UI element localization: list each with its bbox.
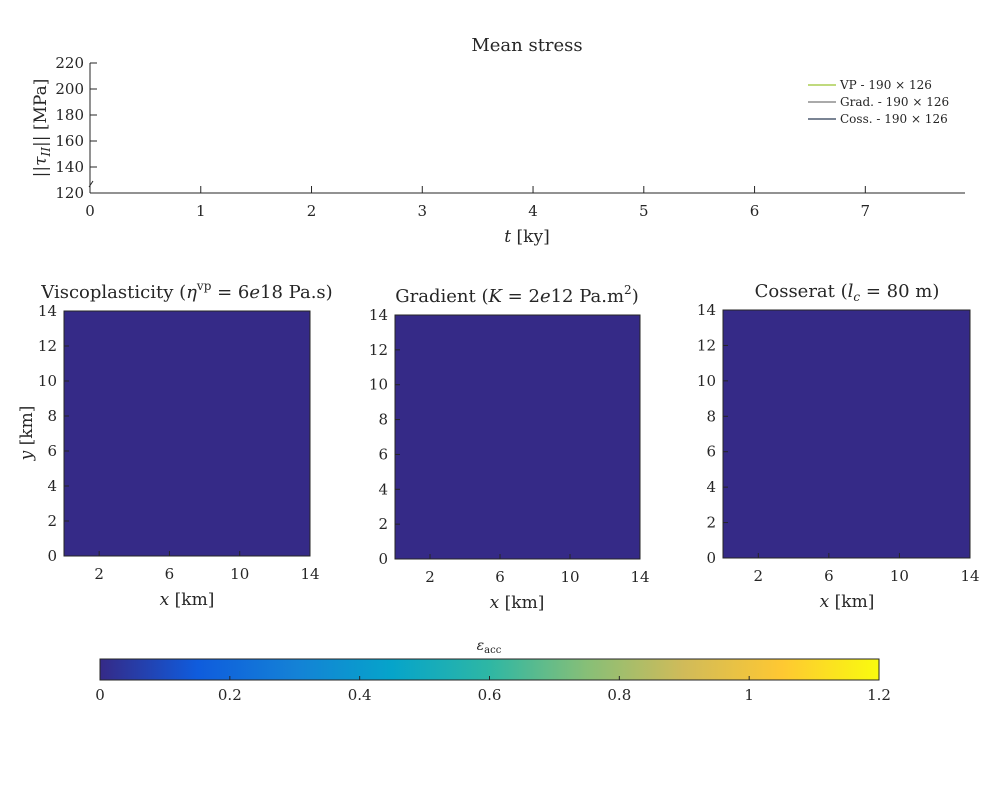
panel-y-tick-label: 8 — [47, 407, 57, 425]
panel-y-tick-label: 6 — [47, 442, 57, 460]
stress-plot-title: Mean stress — [471, 35, 582, 56]
legend-label-vp: VP - 190 × 126 — [839, 78, 932, 92]
panel-y-tick-label: 8 — [378, 411, 388, 429]
panel-y-tick-label: 12 — [697, 336, 716, 354]
panel-x-tick-label: 6 — [824, 567, 834, 585]
stress-x-tick-label: 4 — [528, 202, 538, 220]
panel-x-tick-label: 6 — [165, 565, 175, 583]
colorbar: εacc 0 0.2 0.4 0.6 0.8 1 1.2 — [95, 638, 891, 704]
panel-y-tick-label: 0 — [706, 549, 716, 567]
stress-y-tick-label: 200 — [55, 80, 84, 98]
panel-x-tick-label: 2 — [425, 568, 435, 586]
panel-y-tick-label: 4 — [706, 478, 716, 496]
panel-x-tick-label: 14 — [630, 568, 649, 586]
panel-x-tick-label: 14 — [300, 565, 319, 583]
panel-y-tick-label: 12 — [369, 341, 388, 359]
panel-y-tick-label: 14 — [369, 306, 388, 324]
panel-viscoplasticity-y-label: y [km] — [17, 406, 37, 462]
stress-x-tick-label: 7 — [861, 202, 871, 220]
panel-viscoplasticity-y-ticks: 0 2 4 6 8 10 12 14 — [38, 302, 69, 565]
colorbar-tick-label: 0.6 — [478, 686, 502, 704]
panel-viscoplasticity-x-label: x [km] — [160, 590, 215, 610]
panel-title-gradient: Gradient (K = 2e12 Pa.m2) — [395, 283, 638, 307]
panel-cosserat-y-ticks: 0 2 4 6 8 10 12 14 — [697, 301, 728, 567]
stress-x-tick-label: 6 — [750, 202, 760, 220]
panel-x-tick-label: 2 — [754, 567, 764, 585]
stress-x-tick-label: 5 — [639, 202, 649, 220]
stress-y-tick-label: 120 — [55, 184, 84, 202]
panel-y-tick-label: 2 — [378, 515, 388, 533]
panel-x-tick-label: 10 — [560, 568, 579, 586]
panel-x-tick-label: 10 — [230, 565, 249, 583]
panel-title-cosserat: Cosserat (lc = 80 m) — [755, 281, 940, 304]
panel-gradient-y-ticks: 0 2 4 6 8 10 12 14 — [369, 306, 400, 568]
strain-map-viscoplasticity — [63, 310, 311, 557]
stress-x-tick-label: 0 — [85, 202, 95, 220]
colorbar-tick-label: 0.8 — [607, 686, 631, 704]
colorbar-tick-label: 0 — [95, 686, 105, 704]
stress-x-tick-label: 3 — [418, 202, 428, 220]
panel-viscoplasticity: Viscoplasticity (ηvp = 6e18 Pa.s) 0 2 4 6 8 1… — [17, 279, 333, 610]
panel-title-viscoplasticity: Viscoplasticity (ηvp = 6e18 Pa.s) — [40, 279, 332, 303]
colorbar-tick-label: 0.4 — [348, 686, 372, 704]
colorbar-tick-label: 0.2 — [218, 686, 242, 704]
stress-y-ticks: 120 140 160 180 200 220 — [55, 54, 97, 202]
colorbar-tick-label: 1 — [744, 686, 754, 704]
panel-y-tick-label: 10 — [697, 372, 716, 390]
panel-y-tick-label: 0 — [378, 550, 388, 568]
stress-y-tick-label: 220 — [55, 54, 84, 72]
colorbar-tick-label: 1.2 — [867, 686, 891, 704]
panel-x-tick-label: 6 — [495, 568, 505, 586]
stress-y-tick-label: 160 — [55, 132, 84, 150]
panel-y-tick-label: 0 — [47, 547, 57, 565]
panel-viscoplasticity-x-ticks: 2 6 10 14 — [94, 551, 320, 583]
panel-gradient-x-ticks: 2 6 10 14 — [425, 554, 650, 586]
panel-x-tick-label: 14 — [960, 567, 979, 585]
panel-y-tick-label: 12 — [38, 337, 57, 355]
panel-y-tick-label: 10 — [369, 376, 388, 394]
panel-y-tick-label: 14 — [697, 301, 716, 319]
stress-x-tick-label: 1 — [196, 202, 206, 220]
panel-y-tick-label: 10 — [38, 372, 57, 390]
panel-x-tick-label: 2 — [94, 565, 104, 583]
legend-label-grad: Grad. - 190 × 126 — [840, 95, 949, 109]
panel-cosserat-x-ticks: 2 6 10 14 — [754, 553, 980, 585]
stress-legend: VP - 190 × 126 Grad. - 190 × 126 Coss. -… — [808, 78, 949, 126]
panel-y-tick-label: 6 — [706, 443, 716, 461]
strain-map-gradient — [394, 314, 641, 560]
colorbar-ticks: 0 0.2 0.4 0.6 0.8 1 1.2 — [95, 676, 891, 704]
stress-x-tick-label: 2 — [307, 202, 317, 220]
strain-map-cosserat — [722, 309, 971, 559]
stress-x-label: t [ky] — [504, 227, 549, 247]
panel-y-tick-label: 8 — [706, 407, 716, 425]
panel-y-tick-label: 2 — [706, 514, 716, 532]
panel-y-tick-label: 14 — [38, 302, 57, 320]
panel-y-tick-label: 2 — [47, 512, 57, 530]
panel-y-tick-label: 4 — [47, 477, 57, 495]
panel-gradient: Gradient (K = 2e12 Pa.m2) 0 2 4 6 8 10 12 14 2 6… — [369, 283, 650, 613]
panel-y-tick-label: 6 — [378, 445, 388, 463]
panel-gradient-x-label: x [km] — [490, 593, 545, 613]
stress-y-label: ||τII|| [MPa] — [31, 79, 53, 178]
colorbar-label: εacc — [477, 638, 502, 656]
stress-y-tick-label: 140 — [55, 158, 84, 176]
panel-cosserat-x-label: x [km] — [820, 592, 875, 612]
stress-y-tick-label: 180 — [55, 106, 84, 124]
stress-x-ticks: 0 1 2 3 4 5 6 7 — [85, 186, 870, 220]
panel-x-tick-label: 10 — [890, 567, 909, 585]
legend-label-coss: Coss. - 190 × 126 — [840, 112, 948, 126]
panel-y-tick-label: 4 — [378, 480, 388, 498]
